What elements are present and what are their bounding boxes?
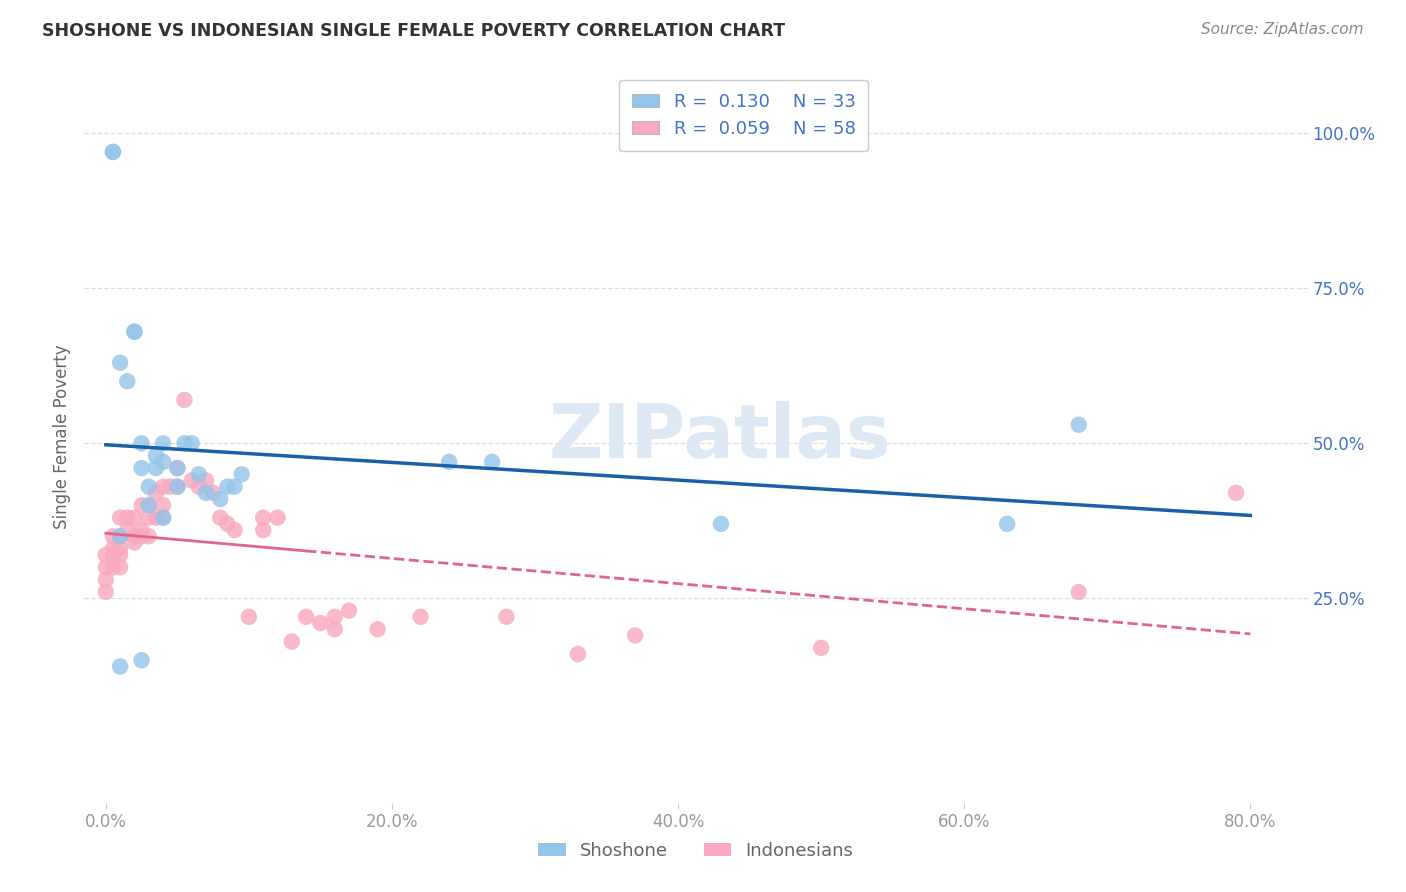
- Point: [810, 640, 832, 655]
- Point: [117, 374, 139, 388]
- Point: [173, 436, 195, 450]
- Point: [180, 474, 202, 488]
- Point: [145, 449, 167, 463]
- Point: [166, 480, 188, 494]
- Point: [217, 516, 239, 531]
- Point: [152, 480, 174, 494]
- Point: [159, 480, 181, 494]
- Point: [138, 498, 160, 512]
- Point: [131, 529, 153, 543]
- Point: [409, 610, 432, 624]
- Point: [238, 610, 260, 624]
- Point: [145, 486, 167, 500]
- Point: [94, 585, 117, 599]
- Point: [131, 523, 153, 537]
- Point: [152, 498, 174, 512]
- Point: [187, 480, 209, 494]
- Point: [224, 480, 246, 494]
- Point: [101, 560, 124, 574]
- Point: [624, 628, 647, 642]
- Point: [495, 610, 517, 624]
- Point: [1225, 486, 1247, 500]
- Point: [138, 498, 160, 512]
- Point: [152, 510, 174, 524]
- Point: [567, 647, 589, 661]
- Point: [266, 510, 288, 524]
- Point: [108, 560, 131, 574]
- Point: [252, 523, 274, 537]
- Point: [124, 529, 146, 543]
- Point: [101, 145, 124, 159]
- Point: [124, 535, 146, 549]
- Point: [710, 516, 733, 531]
- Y-axis label: Single Female Poverty: Single Female Poverty: [53, 345, 72, 529]
- Point: [108, 659, 131, 673]
- Point: [117, 510, 139, 524]
- Point: [101, 529, 124, 543]
- Point: [94, 548, 117, 562]
- Point: [367, 622, 389, 636]
- Point: [180, 436, 202, 450]
- Point: [108, 548, 131, 562]
- Text: SHOSHONE VS INDONESIAN SINGLE FEMALE POVERTY CORRELATION CHART: SHOSHONE VS INDONESIAN SINGLE FEMALE POV…: [42, 22, 786, 40]
- Point: [173, 392, 195, 407]
- Point: [217, 480, 239, 494]
- Point: [209, 491, 232, 506]
- Point: [145, 510, 167, 524]
- Point: [231, 467, 253, 482]
- Point: [166, 480, 188, 494]
- Point: [187, 467, 209, 482]
- Point: [481, 455, 503, 469]
- Point: [152, 510, 174, 524]
- Point: [124, 325, 146, 339]
- Point: [145, 461, 167, 475]
- Point: [131, 461, 153, 475]
- Point: [323, 610, 346, 624]
- Point: [108, 510, 131, 524]
- Point: [101, 541, 124, 556]
- Point: [337, 604, 360, 618]
- Point: [252, 510, 274, 524]
- Point: [108, 529, 131, 543]
- Point: [138, 480, 160, 494]
- Point: [152, 436, 174, 450]
- Point: [224, 523, 246, 537]
- Point: [995, 516, 1018, 531]
- Point: [108, 541, 131, 556]
- Point: [108, 356, 131, 370]
- Point: [94, 573, 117, 587]
- Point: [101, 548, 124, 562]
- Point: [101, 145, 124, 159]
- Point: [166, 461, 188, 475]
- Point: [437, 455, 460, 469]
- Point: [94, 560, 117, 574]
- Point: [138, 529, 160, 543]
- Point: [131, 498, 153, 512]
- Point: [108, 529, 131, 543]
- Legend: Shoshone, Indonesians: Shoshone, Indonesians: [531, 835, 860, 867]
- Point: [194, 486, 217, 500]
- Point: [281, 634, 304, 648]
- Point: [309, 615, 332, 630]
- Point: [295, 610, 318, 624]
- Point: [1067, 585, 1090, 599]
- Point: [194, 474, 217, 488]
- Point: [131, 436, 153, 450]
- Point: [1067, 417, 1090, 432]
- Point: [124, 325, 146, 339]
- Point: [138, 510, 160, 524]
- Point: [202, 486, 225, 500]
- Text: Source: ZipAtlas.com: Source: ZipAtlas.com: [1201, 22, 1364, 37]
- Point: [152, 455, 174, 469]
- Point: [124, 510, 146, 524]
- Point: [117, 523, 139, 537]
- Point: [131, 653, 153, 667]
- Point: [166, 461, 188, 475]
- Text: ZIPatlas: ZIPatlas: [550, 401, 891, 474]
- Point: [209, 510, 232, 524]
- Point: [323, 622, 346, 636]
